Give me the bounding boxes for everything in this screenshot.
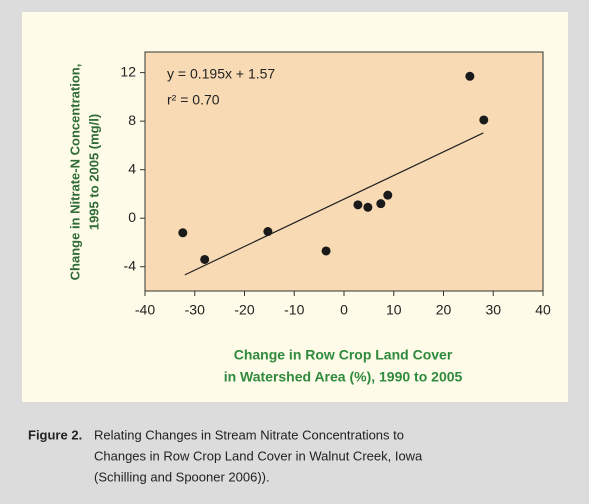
point xyxy=(353,200,363,210)
x-tick-label: 0 xyxy=(340,302,348,318)
y-tick-label: 0 xyxy=(128,209,136,225)
x-axis-label: Change in Row Crop Land Cover xyxy=(234,347,453,363)
x-axis-label: in Watershed Area (%), 1990 to 2005 xyxy=(224,369,463,385)
annotation: y = 0.195x + 1.57 xyxy=(167,66,275,82)
trend-line xyxy=(184,132,484,276)
point xyxy=(465,71,475,81)
point xyxy=(376,199,386,209)
y-axis-label: Change in Nitrate-N Concentration, xyxy=(67,64,82,281)
y-axis-label: 1995 to 2005 (mg/l) xyxy=(86,114,101,230)
x-tick-label: -20 xyxy=(234,302,254,318)
x-tick-label: 20 xyxy=(436,302,452,318)
y-tick-label: -4 xyxy=(124,257,137,273)
point xyxy=(263,227,273,237)
point xyxy=(479,115,489,125)
y-tick-label: 4 xyxy=(128,160,136,176)
point xyxy=(363,202,373,212)
caption-line: Relating Changes in Stream Nitrate Conce… xyxy=(94,427,404,442)
point xyxy=(200,254,210,264)
caption-line: (Schilling and Spooner 2006)). xyxy=(94,469,270,484)
y-tick-label: 12 xyxy=(120,63,136,79)
x-tick-label: 10 xyxy=(386,302,402,318)
point xyxy=(383,190,393,200)
x-tick-label: 30 xyxy=(485,302,501,318)
x-tick-label: -10 xyxy=(284,302,304,318)
point xyxy=(178,228,188,238)
annotation: r² = 0.70 xyxy=(167,92,220,108)
x-tick-label: -30 xyxy=(185,302,205,318)
caption-line: Changes in Row Crop Land Cover in Walnut… xyxy=(94,448,423,463)
caption-label: Figure 2. xyxy=(28,427,82,442)
plot-area xyxy=(144,51,544,292)
y-tick-label: 8 xyxy=(128,112,136,128)
point xyxy=(321,246,331,256)
x-tick-label: -40 xyxy=(135,302,155,318)
x-tick-label: 40 xyxy=(535,302,551,318)
